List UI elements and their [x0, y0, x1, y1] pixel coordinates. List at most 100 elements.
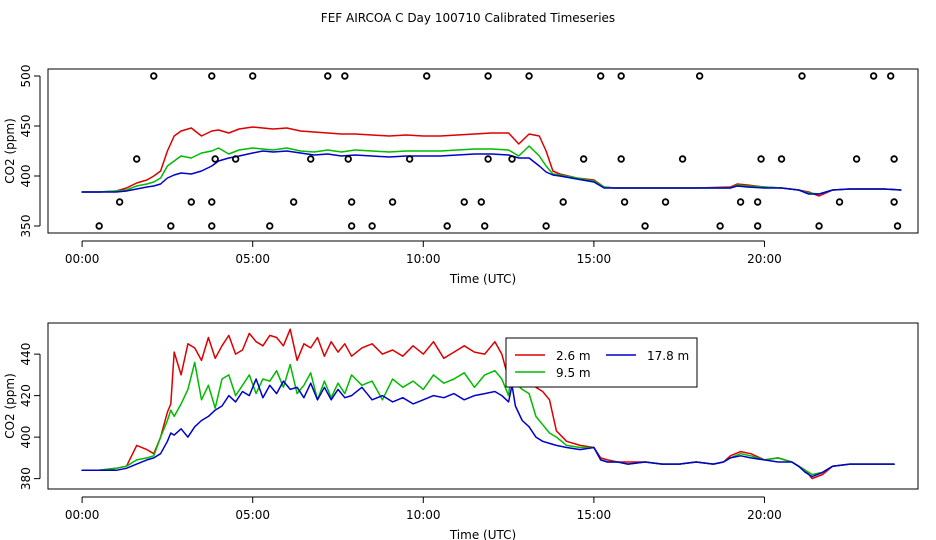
top-calibration-point [753, 222, 762, 230]
top-calibration-point [484, 155, 492, 163]
top-calibration-point [477, 198, 485, 206]
top-calibration-point [266, 222, 274, 230]
bottom-y-axis-label: CO2 (ppm) [3, 373, 17, 439]
top-calibration-point [423, 72, 431, 80]
top-calibration-point [542, 222, 550, 230]
legend-box [505, 337, 698, 388]
bottom-x-tick-label: 20:00 [747, 508, 782, 522]
top-y-axis: 350 400 450 500 [19, 65, 41, 238]
legend-label-9-5m: 9.5 m [556, 366, 591, 380]
bottom-y-tick-label: 380 [19, 467, 33, 490]
top-x-tick-label: 05:00 [235, 252, 270, 266]
top-calibration-point [187, 198, 195, 206]
top-x-axis-label: Time (UTC) [449, 272, 516, 286]
legend-label-2-6m: 2.6 m [556, 349, 591, 363]
top-calibration-point [324, 72, 332, 80]
chart-title: FEF AIRCOA C Day 100710 Calibrated Times… [321, 11, 615, 25]
top-calibration-point [460, 198, 468, 206]
top-calibration-point [620, 198, 629, 206]
top-calibration-point [753, 198, 762, 206]
bottom-x-tick-label: 10:00 [406, 508, 441, 522]
top-calibration-point [484, 72, 492, 80]
top-y-tick-label: 500 [19, 65, 33, 88]
top-calibration-point [307, 155, 315, 163]
top-calibration-point [231, 155, 240, 163]
top-calibration-point [525, 72, 533, 80]
top-calibration-point [757, 155, 765, 163]
top-calibration-point [133, 155, 141, 163]
top-calibration-point [481, 222, 489, 230]
top-calibration-point [893, 222, 902, 230]
top-x-tick-label: 20:00 [747, 252, 782, 266]
top-calibration-point [579, 155, 588, 163]
top-calibration-point [508, 155, 516, 163]
legend: 2.6 m 17.8 m 9.5 m [505, 337, 698, 388]
top-y-tick-label: 350 [19, 215, 33, 238]
top-calibration-point [405, 155, 414, 163]
bottom-panel: 00:00 05:00 10:00 15:00 20:00 380 400 420 440 T… [3, 322, 919, 540]
bottom-series-line-17-8-m [81, 378, 895, 478]
bottom-x-tick-label: 00:00 [65, 508, 100, 522]
top-calibration-point [388, 198, 397, 206]
top-y-tick-label: 400 [19, 165, 33, 188]
top-y-tick-label: 450 [19, 115, 33, 138]
top-calibration-point [695, 72, 704, 80]
top-calibration-point [887, 72, 895, 80]
top-calibration-point [661, 198, 670, 206]
bottom-plot-frame [47, 322, 919, 490]
bottom-x-axis-label: Time (UTC) [449, 528, 516, 540]
top-calibration-point [341, 72, 349, 80]
bottom-x-tick-label: 15:00 [577, 508, 612, 522]
top-calibration-point [736, 198, 745, 206]
top-series-line-2-6-m [81, 126, 902, 197]
top-calibration-point [852, 155, 861, 163]
top-calibration-point [777, 155, 786, 163]
top-calibration-point [115, 198, 124, 206]
top-calibration-point [617, 155, 625, 163]
top-calibration-point [167, 222, 175, 230]
legend-label-17-8m: 17.8 m [647, 349, 689, 363]
top-calibration-point [347, 198, 356, 206]
top-calibration-point [347, 222, 356, 230]
top-series-line-17-8-m [81, 150, 902, 195]
top-calibration-point [368, 222, 376, 230]
top-calibration-point [211, 155, 219, 163]
top-calibration-point [208, 198, 216, 206]
top-calibration-point [289, 198, 298, 206]
top-x-axis: 00:00 05:00 10:00 15:00 20:00 [65, 240, 782, 266]
top-series-line-9-5-m [81, 145, 902, 195]
top-plot-frame [47, 68, 919, 234]
top-calibration-point [443, 222, 451, 230]
top-x-tick-label: 00:00 [65, 252, 100, 266]
top-calibration-point [890, 198, 898, 206]
top-calibration-point [641, 222, 649, 230]
top-calibration-point [208, 72, 216, 80]
bottom-y-tick-label: 400 [19, 426, 33, 449]
top-panel: 00:00 05:00 10:00 15:00 20:00 350 400 450 500 T… [3, 65, 919, 286]
top-calibration-point [150, 72, 158, 80]
bottom-y-tick-label: 420 [19, 384, 33, 407]
bottom-y-axis: 380 400 420 440 [19, 343, 41, 490]
top-calibration-point [597, 72, 605, 80]
top-calibration-point [835, 198, 844, 206]
top-calibration-point [95, 222, 103, 230]
top-y-axis-label: CO2 (ppm) [3, 118, 17, 184]
top-calibration-point [678, 155, 687, 163]
top-calibration-point [249, 72, 257, 80]
bottom-y-tick-label: 440 [19, 343, 33, 366]
top-x-tick-label: 10:00 [406, 252, 441, 266]
bottom-x-tick-label: 05:00 [235, 508, 270, 522]
top-calibration-point [869, 72, 878, 80]
top-calibration-point [344, 155, 352, 163]
bottom-x-axis: 00:00 05:00 10:00 15:00 20:00 [65, 496, 782, 522]
top-calibration-point [559, 198, 567, 206]
bottom-series-line-2-6-m [81, 328, 895, 480]
top-calibration-point [716, 222, 724, 230]
top-calibration-point [617, 72, 625, 80]
top-calibration-point [208, 222, 216, 230]
top-calibration-point [815, 222, 823, 230]
top-calibration-point [890, 155, 898, 163]
top-x-tick-label: 15:00 [577, 252, 612, 266]
top-calibration-point [798, 72, 806, 80]
